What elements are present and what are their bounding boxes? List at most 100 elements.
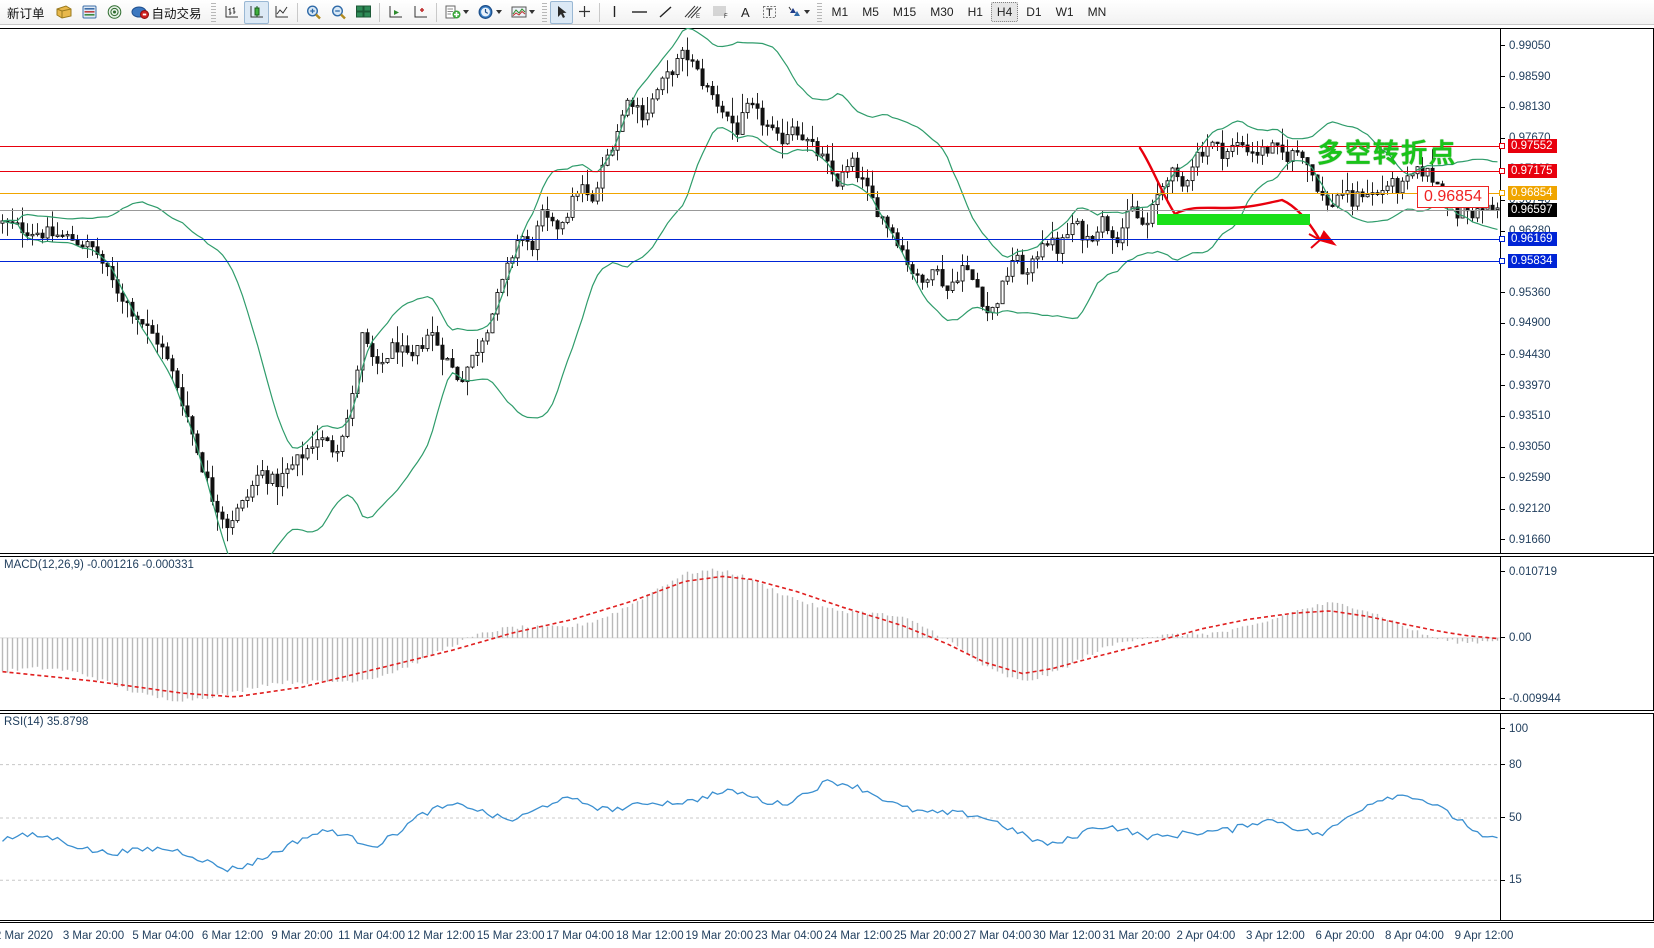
shift-end-icon[interactable] [408,1,433,24]
time-tick-label: 23 Mar 04:00 [754,930,823,942]
price-level-tag[interactable]: 0.96854 [1508,185,1557,200]
divider [378,2,380,22]
price-chart-svg [0,28,1500,554]
price-level-tag[interactable]: 0.96169 [1508,231,1557,246]
candlestick-icon[interactable] [243,0,269,24]
time-tick-label: 9 Mar 20:00 [271,930,333,942]
time-tick-label: 24 Mar 12:00 [824,930,893,942]
macd-pane[interactable]: MACD(12,26,9) -0.001216 -0.000331 0.0107… [0,556,1654,711]
rsi-pane[interactable]: RSI(14) 35.8798 100 80 50 15 [0,713,1654,921]
price-line-handle[interactable] [1499,189,1505,196]
timeframe-m5-button[interactable]: M5 [862,5,879,19]
price-callout-label: 0.96854 [1417,186,1489,208]
objects-icon[interactable] [782,1,814,24]
time-axis[interactable]: 2 Mar 2020 3 Mar 20:00 5 Mar 04:00 6 Mar 12… [0,922,1654,948]
time-tick-label: 2 Apr 04:00 [1176,930,1236,942]
text-label-icon[interactable]: A [734,1,757,24]
horizontal-price-line[interactable] [0,171,1500,173]
timeframe-mn-button[interactable]: MN [1087,5,1107,19]
chevron-down-icon[interactable] [803,10,810,14]
price-tick: 0.94430 [1501,349,1551,361]
chevron-down-icon[interactable] [462,10,469,14]
rsi-tick: 100 [1501,723,1528,735]
navigator-icon[interactable] [102,1,127,24]
price-level-tag[interactable]: 0.96597 [1508,202,1557,217]
horizontal-price-line[interactable] [0,260,1500,262]
price-tick: 0.95360 [1501,287,1551,299]
timeframe-m1-button[interactable]: M1 [831,5,849,19]
price-level-tag[interactable]: 0.97552 [1508,139,1557,154]
timeframe-h1-button[interactable]: H1 [967,5,983,19]
horizontal-price-line[interactable] [0,192,1500,194]
indicators-icon[interactable] [440,1,473,24]
price-chart-pane[interactable]: 0.990500.985900.981300.976700.972100.967… [0,28,1654,554]
fibonacci-icon[interactable]: F [706,1,734,24]
price-axis[interactable]: 0.990500.985900.981300.976700.972100.967… [1499,28,1654,554]
shift-start-icon[interactable] [383,1,408,24]
vertical-line-icon[interactable] [603,1,626,24]
timeframe-d1-button[interactable]: D1 [1026,5,1042,19]
svg-text:A: A [741,5,750,20]
price-line-handle[interactable] [1499,168,1505,175]
wallet-icon[interactable] [51,1,77,24]
time-tick-label: 31 Mar 20:00 [1102,930,1171,942]
text-box-icon[interactable]: T [757,1,782,24]
horizontal-line-icon[interactable] [626,1,653,24]
timeframe-m15-button[interactable]: M15 [892,5,917,19]
time-tick-label: 2 Mar 2020 [0,930,54,942]
line-chart-icon[interactable] [269,1,294,24]
horizontal-price-line[interactable] [0,146,1500,148]
templates-icon[interactable] [506,1,539,24]
price-tick: 0.92120 [1501,503,1551,515]
toolbar-grip-2[interactable] [541,2,547,22]
time-tick-label: 12 Mar 12:00 [407,930,476,942]
timeframe-bar: M1 M5 M15 M30 H1 H4 D1 W1 MN [825,2,1114,22]
divider [435,2,437,22]
price-level-tag[interactable]: 0.97175 [1508,164,1557,179]
price-line-handle[interactable] [1499,235,1505,242]
time-tick-label: 30 Mar 12:00 [1032,930,1101,942]
price-tick: 0.99050 [1501,40,1551,52]
zoom-in-icon[interactable] [301,1,326,24]
equidistant-channel-icon[interactable]: E [678,1,706,24]
price-plot-area[interactable] [0,28,1500,554]
main-toolbar: 新订单 自动交易 [0,0,1654,25]
time-tick-label: 6 Apr 20:00 [1315,930,1375,942]
svg-text:F: F [724,14,728,20]
rsi-plot-area[interactable] [0,713,1500,921]
macd-svg [0,568,1500,702]
cursor-icon[interactable] [549,0,573,24]
price-line-handle[interactable] [1499,257,1505,264]
tile-windows-icon[interactable] [351,1,376,24]
trendline-icon[interactable] [653,1,678,24]
zoom-out-icon[interactable] [326,1,351,24]
bar-chart-icon[interactable] [219,1,244,24]
horizontal-price-line[interactable] [0,238,1500,240]
time-tick-label: 27 Mar 04:00 [963,930,1032,942]
price-line-handle[interactable] [1499,143,1505,150]
crosshair-icon[interactable] [573,1,596,24]
toolbar-grip-3[interactable] [816,2,822,22]
macd-tick: -0.009944 [1501,693,1561,705]
macd-plot-area[interactable] [0,556,1500,711]
price-tick: 0.92590 [1501,472,1551,484]
time-tick-label: 3 Mar 20:00 [62,930,125,942]
autotrading-icon[interactable]: 自动交易 [127,1,208,24]
chevron-down-icon[interactable] [528,10,535,14]
time-tick-label: 15 Mar 23:00 [476,930,545,942]
timeframe-h4-button[interactable]: H4 [990,2,1019,22]
timeframe-m30-button[interactable]: M30 [930,5,954,19]
period-icon[interactable] [473,1,506,24]
market-watch-icon[interactable] [77,1,102,24]
timeframe-w1-button[interactable]: W1 [1055,5,1074,19]
time-tick-label: 3 Apr 12:00 [1246,930,1305,942]
rsi-tick: 80 [1501,759,1522,771]
macd-label: MACD(12,26,9) -0.001216 -0.000331 [4,559,194,571]
chevron-down-icon[interactable] [495,10,502,14]
horizontal-price-line[interactable] [0,209,1500,211]
macd-axis: 0.010719 0.00 -0.009944 [1500,556,1654,711]
time-tick-label: 18 Mar 12:00 [615,930,684,942]
new-order-icon[interactable]: 新订单 [0,1,51,24]
toolbar-grip[interactable] [210,2,216,22]
price-level-tag[interactable]: 0.95834 [1508,253,1557,268]
